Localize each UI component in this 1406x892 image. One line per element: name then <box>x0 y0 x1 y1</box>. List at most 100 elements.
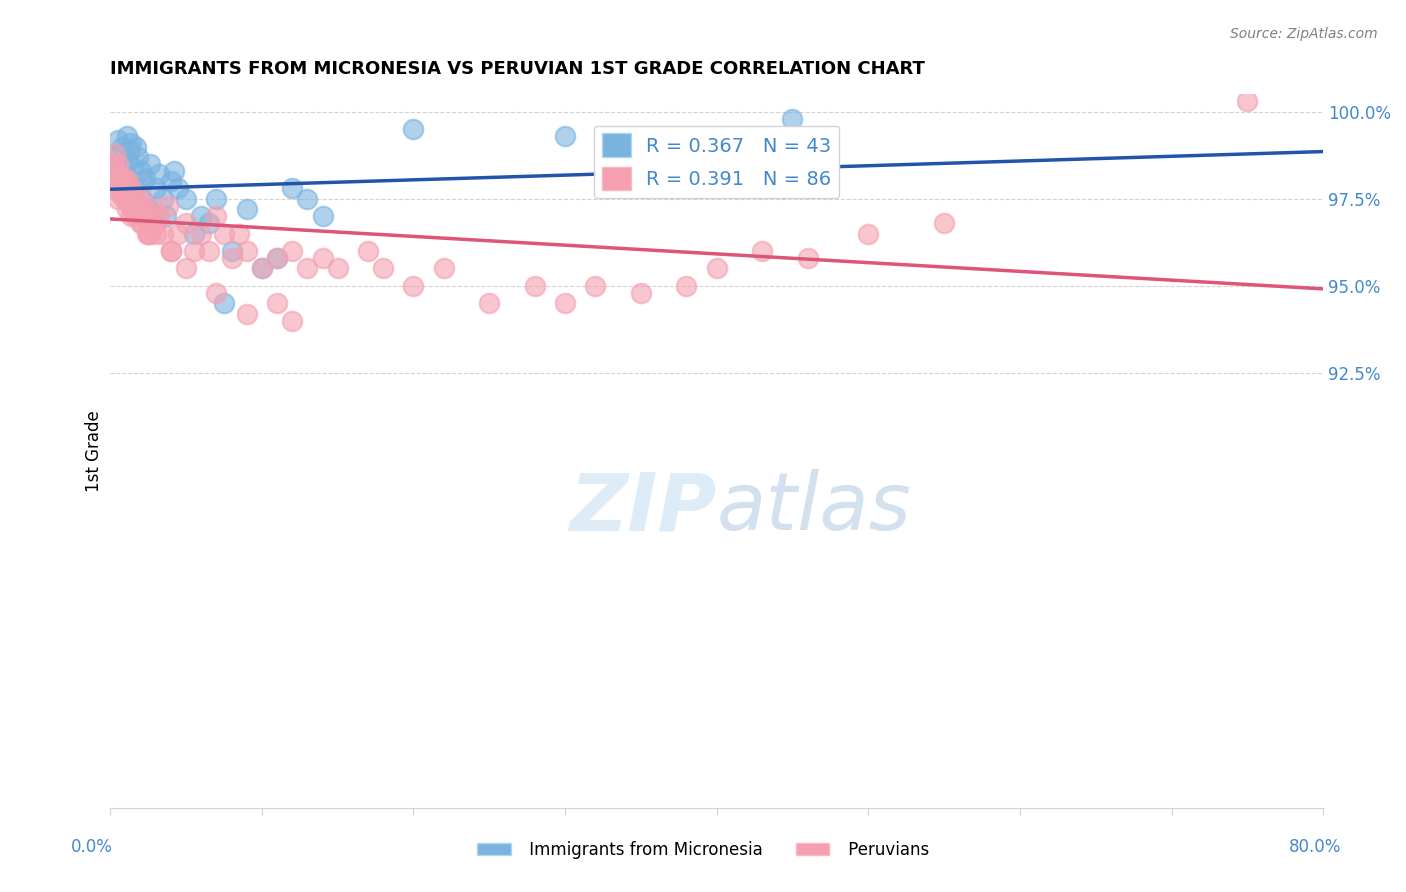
Point <box>281 313 304 327</box>
Point <box>235 202 257 217</box>
Point <box>782 112 804 126</box>
Point <box>122 192 145 206</box>
Point <box>132 209 155 223</box>
Point <box>373 261 395 276</box>
Point <box>357 244 380 258</box>
Point <box>121 136 143 150</box>
Point <box>266 251 288 265</box>
Point <box>117 192 139 206</box>
Point <box>183 227 205 241</box>
Point <box>107 192 129 206</box>
Point <box>129 164 152 178</box>
Point <box>297 261 319 276</box>
Point <box>554 129 576 144</box>
Point <box>250 261 273 276</box>
Point <box>121 209 143 223</box>
Point <box>136 227 159 241</box>
Point <box>160 174 183 188</box>
Point <box>145 181 167 195</box>
Point <box>129 216 152 230</box>
Point <box>122 202 145 217</box>
Point <box>167 181 190 195</box>
Point <box>155 209 177 223</box>
Point <box>183 244 205 258</box>
Point <box>134 202 156 217</box>
Point <box>148 209 170 223</box>
Point <box>129 216 152 230</box>
Point <box>554 296 576 310</box>
Text: 80.0%: 80.0% <box>1288 838 1341 856</box>
Point <box>135 227 157 241</box>
Point <box>221 244 243 258</box>
Point <box>100 174 122 188</box>
Point <box>221 251 243 265</box>
Point <box>297 192 319 206</box>
Point <box>326 261 349 276</box>
Point <box>104 146 127 161</box>
Point <box>145 227 167 241</box>
Text: ZIP: ZIP <box>569 469 717 547</box>
Point <box>122 161 145 175</box>
Point <box>108 168 131 182</box>
Point <box>167 227 190 241</box>
Point <box>118 199 141 213</box>
Point <box>675 278 697 293</box>
Point <box>402 122 425 136</box>
Point <box>163 164 186 178</box>
Point <box>706 261 728 276</box>
Text: IMMIGRANTS FROM MICRONESIA VS PERUVIAN 1ST GRADE CORRELATION CHART: IMMIGRANTS FROM MICRONESIA VS PERUVIAN 1… <box>110 60 925 78</box>
Point <box>117 153 139 168</box>
Point <box>136 202 159 217</box>
Point <box>205 285 228 300</box>
Point <box>111 181 134 195</box>
Point <box>129 202 152 217</box>
Point <box>190 227 212 241</box>
Point <box>148 168 170 182</box>
Point <box>932 216 955 230</box>
Point <box>114 168 136 182</box>
Legend:  Immigrants from Micronesia,  Peruvians: Immigrants from Micronesia, Peruvians <box>471 835 935 866</box>
Point <box>108 146 131 161</box>
Point <box>128 209 150 223</box>
Point <box>132 174 155 188</box>
Point <box>250 261 273 276</box>
Point <box>478 296 501 310</box>
Point <box>583 278 606 293</box>
Point <box>122 202 145 217</box>
Point <box>212 227 235 241</box>
Point <box>198 216 221 230</box>
Point <box>228 227 250 241</box>
Point <box>125 139 148 153</box>
Point <box>110 174 132 188</box>
Point <box>118 143 141 157</box>
Point <box>145 216 167 230</box>
Legend: R = 0.367   N = 43, R = 0.391   N = 86: R = 0.367 N = 43, R = 0.391 N = 86 <box>593 126 839 198</box>
Point <box>103 157 125 171</box>
Point <box>134 170 156 185</box>
Point <box>174 192 197 206</box>
Point <box>858 227 880 241</box>
Point <box>131 192 153 206</box>
Point <box>523 278 546 293</box>
Point <box>138 157 160 171</box>
Point <box>138 227 160 241</box>
Point <box>112 170 135 185</box>
Point <box>174 261 197 276</box>
Point <box>142 209 165 223</box>
Point <box>105 164 128 178</box>
Point <box>212 296 235 310</box>
Point <box>107 133 129 147</box>
Point <box>281 244 304 258</box>
Point <box>751 244 773 258</box>
Point <box>104 181 127 195</box>
Point <box>174 216 197 230</box>
Point <box>104 157 127 171</box>
Point <box>114 192 136 206</box>
Point <box>142 202 165 217</box>
Point <box>111 174 134 188</box>
Point <box>127 150 149 164</box>
Point <box>311 251 333 265</box>
Text: 0.0%: 0.0% <box>70 838 112 856</box>
Point <box>281 181 304 195</box>
Point <box>796 251 818 265</box>
